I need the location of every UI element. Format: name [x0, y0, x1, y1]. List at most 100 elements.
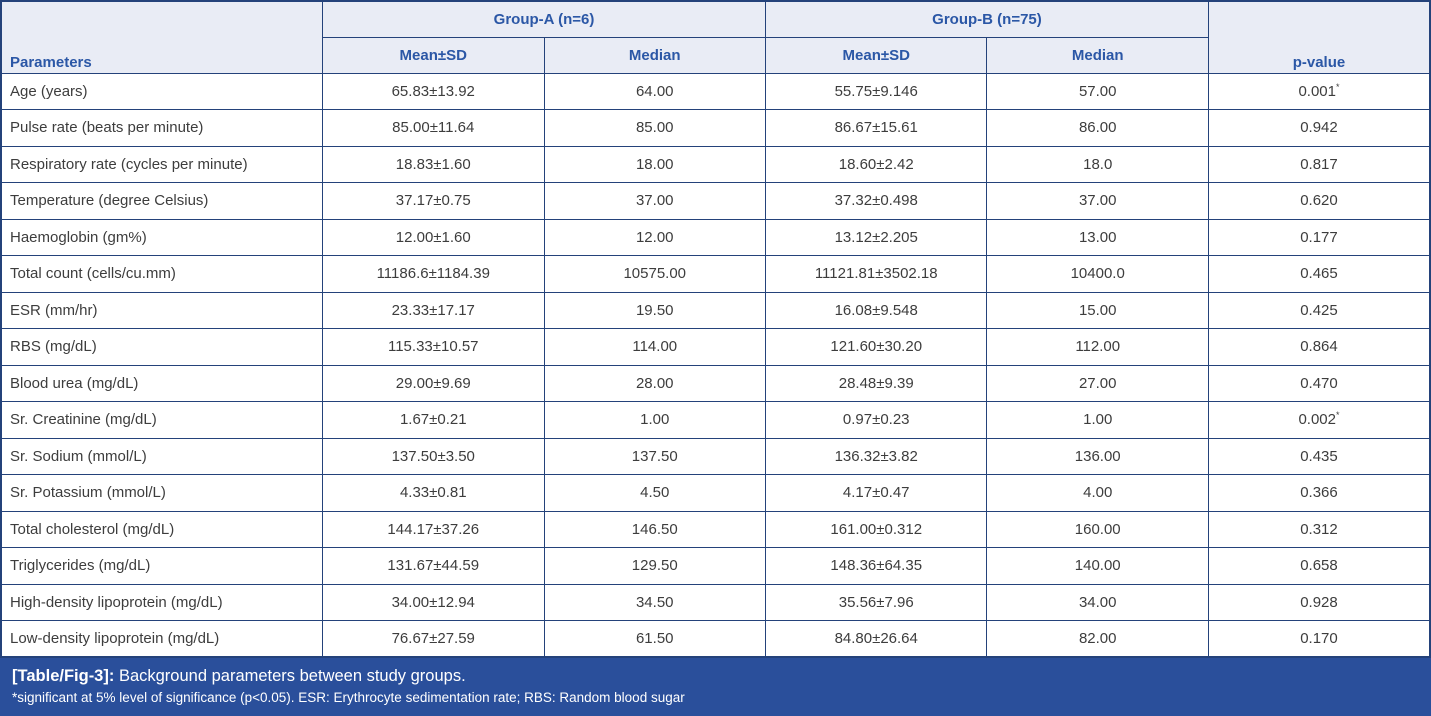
table-row: Respiratory rate (cycles per minute) 18.8…: [0, 145, 1431, 183]
group-b-median-cell: 136.00: [986, 437, 1209, 475]
group-b-mean-sd-cell: 161.00±0.312: [764, 510, 988, 548]
column-header-group-b-mean-sd: Mean±SD: [764, 36, 988, 74]
group-a-mean-sd-cell: 65.83±13.92: [322, 72, 545, 110]
group-b-mean-sd-cell: 16.08±9.548: [764, 291, 988, 329]
table-row: Blood urea (mg/dL) 29.00±9.69 28.00 28.48±9…: [0, 364, 1431, 402]
group-b-median-cell: 13.00: [986, 218, 1209, 256]
p-value-cell: 0.942: [1207, 109, 1431, 147]
group-b-median-cell: 4.00: [986, 474, 1209, 512]
group-b-median-cell: 82.00: [986, 620, 1209, 658]
table-row: Total cholesterol (mg/dL) 144.17±37.26 146…: [0, 510, 1431, 548]
column-header-group-a: Group-A (n=6): [322, 0, 766, 38]
parameter-cell: ESR (mm/hr): [0, 291, 324, 329]
group-a-median-cell: 114.00: [543, 328, 766, 366]
p-value-cell: 0.465: [1207, 255, 1431, 293]
group-a-mean-sd-cell: 85.00±11.64: [322, 109, 545, 147]
table-row: Sr. Sodium (mmol/L) 137.50±3.50 137.50 136.…: [0, 437, 1431, 475]
parameter-cell: RBS (mg/dL): [0, 328, 324, 366]
group-b-median-cell: 57.00: [986, 72, 1209, 110]
p-value-text: 0.312: [1300, 520, 1338, 538]
group-a-mean-sd-cell: 131.67±44.59: [322, 547, 545, 585]
parameter-cell: Temperature (degree Celsius): [0, 182, 324, 220]
group-a-mean-sd-cell: 23.33±17.17: [322, 291, 545, 329]
table-row: Temperature (degree Celsius) 37.17±0.75 37…: [0, 182, 1431, 220]
group-b-mean-sd-cell: 0.97±0.23: [764, 401, 988, 439]
p-value-text: 0.942: [1300, 119, 1338, 137]
group-b-median-cell: 15.00: [986, 291, 1209, 329]
p-value-cell: 0.864: [1207, 328, 1431, 366]
p-value-cell: 0.170: [1207, 620, 1431, 658]
p-value-cell: 0.177: [1207, 218, 1431, 256]
group-a-mean-sd-cell: 34.00±12.94: [322, 583, 545, 621]
p-value-text: 0.465: [1300, 265, 1338, 283]
p-value-cell: 0.817: [1207, 145, 1431, 183]
group-a-median-cell: 137.50: [543, 437, 766, 475]
group-a-mean-sd-cell: 144.17±37.26: [322, 510, 545, 548]
p-value-text: 0.425: [1300, 301, 1338, 319]
p-value-cell: 0.928: [1207, 583, 1431, 621]
group-a-mean-sd-cell: 37.17±0.75: [322, 182, 545, 220]
column-header-group-b: Group-B (n=75): [764, 0, 1209, 38]
column-header-parameters: Parameters: [0, 0, 324, 74]
significance-marker: *: [1335, 410, 1340, 421]
group-b-median-cell: 34.00: [986, 583, 1209, 621]
group-a-median-cell: 146.50: [543, 510, 766, 548]
p-value-text: 0.435: [1300, 447, 1338, 465]
p-value-text: 0.817: [1300, 155, 1338, 173]
table-caption: [Table/Fig-3]: Background parameters bet…: [12, 666, 1419, 687]
group-b-mean-sd-cell: 86.67±15.61: [764, 109, 988, 147]
table-header: Parameters Group-A (n=6) Group-B (n=75) …: [0, 0, 1431, 74]
table-row: Sr. Creatinine (mg/dL) 1.67±0.21 1.00 0.97±…: [0, 401, 1431, 439]
table-row: Pulse rate (beats per minute) 85.00±11.64…: [0, 109, 1431, 147]
group-a-median-cell: 61.50: [543, 620, 766, 658]
group-a-median-cell: 10575.00: [543, 255, 766, 293]
group-a-median-cell: 19.50: [543, 291, 766, 329]
group-b-mean-sd-cell: 18.60±2.42: [764, 145, 988, 183]
p-value-text: 0.864: [1300, 338, 1338, 356]
parameter-cell: Pulse rate (beats per minute): [0, 109, 324, 147]
p-value-text: 0.002: [1298, 411, 1336, 429]
group-a-median-cell: 1.00: [543, 401, 766, 439]
group-b-median-cell: 27.00: [986, 364, 1209, 402]
p-value-text: 0.470: [1300, 374, 1338, 392]
parameter-cell: Sr. Potassium (mmol/L): [0, 474, 324, 512]
p-value-text: 0.170: [1300, 630, 1338, 647]
group-b-mean-sd-cell: 121.60±30.20: [764, 328, 988, 366]
table-row: Sr. Potassium (mmol/L) 4.33±0.81 4.50 4.17±…: [0, 474, 1431, 512]
p-value-text: 0.658: [1300, 557, 1338, 575]
table-row: Low-density lipoprotein (mg/dL) 76.67±27.…: [0, 620, 1431, 658]
column-header-p-value: p-value: [1207, 0, 1431, 74]
group-b-median-cell: 112.00: [986, 328, 1209, 366]
group-b-median-cell: 10400.0: [986, 255, 1209, 293]
parameter-cell: Respiratory rate (cycles per minute): [0, 145, 324, 183]
group-a-mean-sd-cell: 11186.6±1184.39: [322, 255, 545, 293]
group-a-median-cell: 34.50: [543, 583, 766, 621]
parameter-cell: Total count (cells/cu.mm): [0, 255, 324, 293]
p-value-cell: 0.001*: [1207, 72, 1431, 110]
table-row: RBS (mg/dL) 115.33±10.57 114.00 121.60±30.2…: [0, 328, 1431, 366]
group-b-mean-sd-cell: 11121.81±3502.18: [764, 255, 988, 293]
parameter-cell: Sr. Creatinine (mg/dL): [0, 401, 324, 439]
group-b-median-cell: 86.00: [986, 109, 1209, 147]
table-row: Triglycerides (mg/dL) 131.67±44.59 129.50 1…: [0, 547, 1431, 585]
header-row-groups: Parameters Group-A (n=6) Group-B (n=75) …: [0, 0, 1431, 74]
group-a-median-cell: 28.00: [543, 364, 766, 402]
group-b-mean-sd-cell: 148.36±64.35: [764, 547, 988, 585]
p-value-cell: 0.620: [1207, 182, 1431, 220]
parameter-cell: Haemoglobin (gm%): [0, 218, 324, 256]
group-a-median-cell: 129.50: [543, 547, 766, 585]
group-a-mean-sd-cell: 1.67±0.21: [322, 401, 545, 439]
table-row: High-density lipoprotein (mg/dL) 34.00±12…: [0, 583, 1431, 621]
group-a-median-cell: 37.00: [543, 182, 766, 220]
group-b-median-cell: 37.00: [986, 182, 1209, 220]
group-a-median-cell: 4.50: [543, 474, 766, 512]
p-value-cell: 0.435: [1207, 437, 1431, 475]
group-b-mean-sd-cell: 28.48±9.39: [764, 364, 988, 402]
group-b-median-cell: 140.00: [986, 547, 1209, 585]
column-header-group-a-median: Median: [543, 36, 766, 74]
table-body: Age (years) 65.83±13.92 64.00 55.75±9.146 57…: [0, 72, 1431, 658]
parameter-cell: Sr. Sodium (mmol/L): [0, 437, 324, 475]
group-b-mean-sd-cell: 35.56±7.96: [764, 583, 988, 621]
group-b-median-cell: 1.00: [986, 401, 1209, 439]
